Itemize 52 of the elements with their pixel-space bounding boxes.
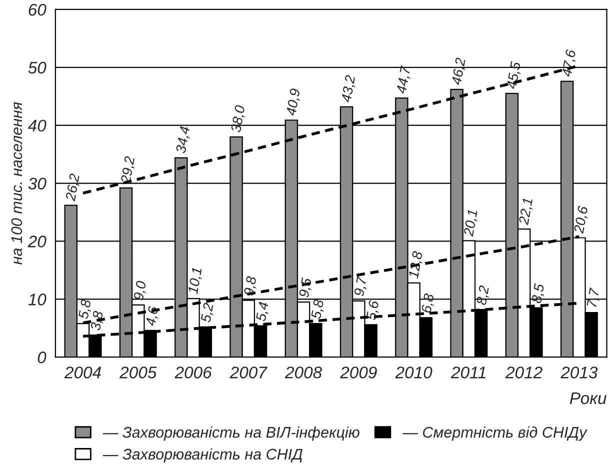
x-tick-label: 2008 (284, 366, 322, 378)
data-label: 8,5 (531, 283, 546, 304)
data-label: 20,6 (574, 205, 590, 234)
data-label: 12,8 (408, 250, 424, 279)
legend-label: — Захворюваність на СНІД (102, 448, 302, 463)
data-label: 46,2 (451, 57, 468, 86)
data-label: 34,4 (176, 126, 192, 154)
legend-label: — Смертність від СНІДу (402, 426, 588, 441)
data-label: 29,2 (120, 156, 136, 184)
x-tick-label: 2006 (174, 366, 212, 378)
data-label: 20,1 (463, 210, 480, 238)
x-tick-label: 2010 (395, 366, 432, 378)
x-tick-label: 2007 (230, 366, 268, 378)
data-label: 47,6 (561, 49, 578, 78)
y-tick-label: 20 (28, 236, 46, 248)
y-tick-label: 50 (28, 62, 46, 74)
data-label: 45,5 (506, 61, 522, 90)
data-label: 10,1 (188, 267, 204, 295)
x-tick-label: 2009 (340, 366, 377, 378)
legend-label: — Захворюваність на ВІЛ-інфекцію (102, 426, 360, 441)
x-tick-label: 2005 (120, 366, 157, 378)
x-tick-label: 2011 (450, 366, 486, 378)
data-label: 22,1 (518, 198, 534, 226)
data-label: 40,9 (286, 88, 302, 116)
data-label: 43,2 (340, 74, 357, 104)
data-label: 5,8 (310, 298, 326, 320)
data-label: 5,4 (256, 302, 270, 322)
data-label: 5,2 (200, 302, 216, 324)
y-tick-label: 10 (28, 294, 46, 306)
data-label: 8,2 (476, 285, 491, 306)
x-tick-label: 2012 (505, 366, 542, 378)
data-label: 4,6 (145, 306, 160, 327)
data-label: 26,2 (65, 173, 82, 202)
data-label: 38,0 (230, 104, 247, 133)
y-tick-label: 40 (28, 120, 46, 132)
data-label: 5,8 (78, 298, 93, 320)
data-label: 7,7 (586, 287, 602, 308)
x-tick-label: 2004 (64, 366, 101, 378)
y-tick-label: 60 (28, 4, 46, 16)
data-label: 9,7 (354, 276, 368, 297)
data-label: 9,0 (133, 280, 148, 301)
data-label: 9,8 (244, 276, 258, 296)
data-label: 5,6 (366, 300, 381, 321)
data-label: 44,7 (396, 65, 412, 94)
data-label: 3,8 (90, 310, 105, 332)
y-tick-label: 0 (38, 352, 46, 364)
x-tick-label: 2013 (560, 366, 598, 378)
data-label: 9,5 (298, 277, 314, 298)
y-tick-label: 30 (28, 178, 46, 190)
x-axis-title: Роки (570, 392, 606, 404)
data-label: 6,8 (421, 293, 436, 314)
y-axis-title: на 100 тис. населення (11, 102, 22, 264)
